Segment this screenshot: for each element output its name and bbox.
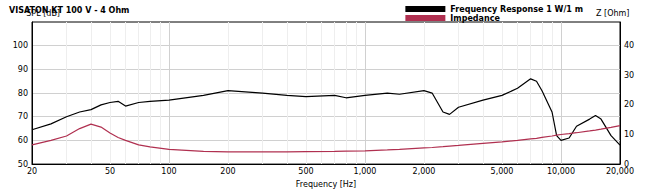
svg-text:5,000: 5,000 <box>491 167 514 176</box>
svg-text:30: 30 <box>624 71 634 80</box>
svg-text:1,000: 1,000 <box>354 167 377 176</box>
svg-text:50: 50 <box>17 159 28 169</box>
svg-text:100: 100 <box>13 41 28 50</box>
svg-text:200: 200 <box>220 167 235 176</box>
svg-text:90: 90 <box>18 65 28 74</box>
svg-text:70: 70 <box>18 112 28 121</box>
svg-text:Frequency Response 1 W/1 m: Frequency Response 1 W/1 m <box>450 5 583 14</box>
svg-text:50: 50 <box>105 167 115 176</box>
svg-text:40: 40 <box>624 41 634 50</box>
svg-text:10: 10 <box>624 130 634 139</box>
svg-text:Impedance: Impedance <box>450 14 500 23</box>
svg-text:500: 500 <box>298 167 313 176</box>
svg-text:100: 100 <box>161 167 176 176</box>
svg-text:VISATON KT 100 V - 4 Ohm: VISATON KT 100 V - 4 Ohm <box>9 6 129 15</box>
svg-text:Frequency [Hz]: Frequency [Hz] <box>296 180 356 189</box>
svg-text:20,000: 20,000 <box>606 167 634 176</box>
svg-text:20: 20 <box>624 100 634 109</box>
svg-text:60: 60 <box>18 136 28 145</box>
svg-text:0: 0 <box>624 159 630 169</box>
svg-text:20: 20 <box>27 167 37 176</box>
svg-text:80: 80 <box>18 89 28 98</box>
svg-text:2,000: 2,000 <box>413 167 436 176</box>
svg-text:10,000: 10,000 <box>547 167 575 176</box>
svg-text:Z [Ohm]: Z [Ohm] <box>596 9 629 18</box>
